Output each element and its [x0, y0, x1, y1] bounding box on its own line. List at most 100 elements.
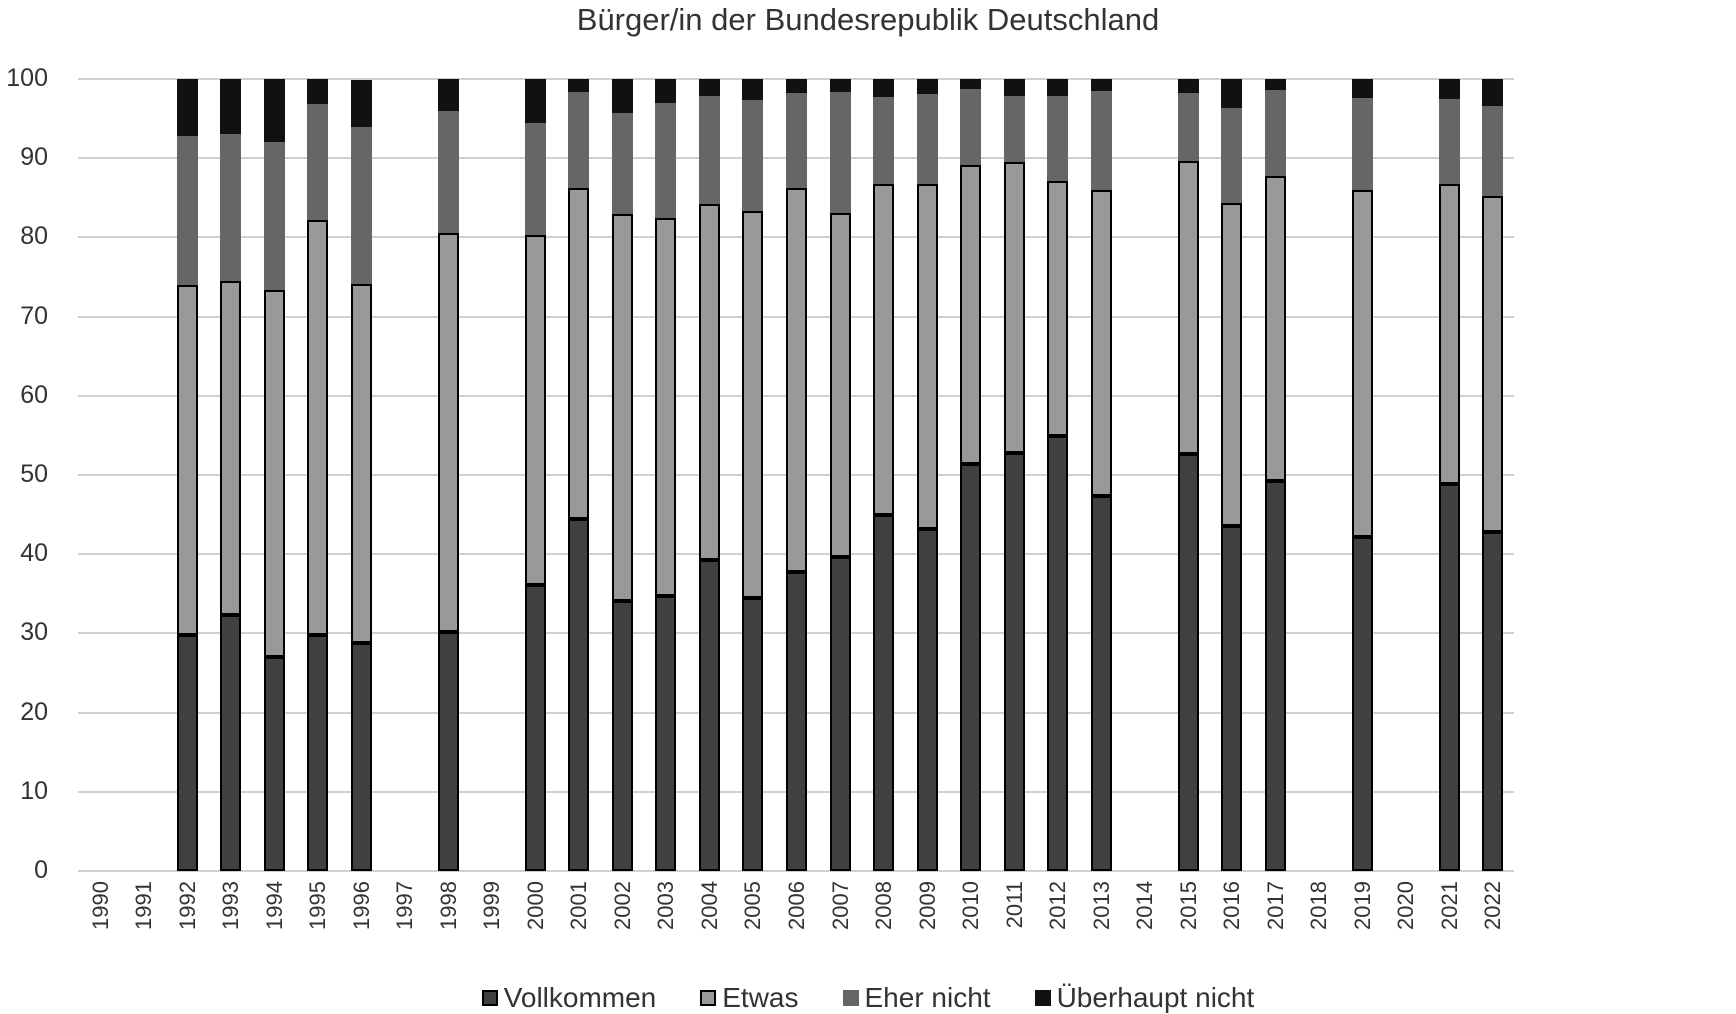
- bar-segment: [916, 94, 938, 184]
- x-tick-label: 2020: [1393, 881, 1419, 930]
- bar-segment: [742, 100, 764, 212]
- bar-segment: [786, 188, 807, 572]
- bar-segment: [524, 123, 546, 236]
- bar-segment: [611, 600, 633, 871]
- x-tick-label: 2005: [740, 881, 766, 930]
- x-tick-label: 2014: [1132, 881, 1158, 930]
- bar-segment: [220, 134, 242, 281]
- bar-segment: [568, 79, 590, 93]
- bar-segment: [524, 79, 546, 124]
- x-tick-label: 2015: [1175, 881, 1201, 930]
- bar-2012: [1047, 79, 1069, 871]
- bar-segment: [1351, 189, 1373, 537]
- bar-segment: [1090, 79, 1112, 91]
- bar-segment: [263, 79, 285, 143]
- legend-swatch: [1034, 990, 1051, 1006]
- bar-segment: [611, 214, 633, 601]
- bar-2013: [1090, 79, 1112, 871]
- bar-2021: [1438, 79, 1460, 871]
- bar-segment: [307, 79, 329, 105]
- x-tick-label: 1996: [348, 881, 374, 930]
- gridline: [78, 870, 1514, 872]
- bar-2011: [1003, 79, 1025, 871]
- bar-2000: [524, 79, 546, 871]
- bar-segment: [698, 204, 720, 560]
- bar-segment: [307, 219, 329, 635]
- x-tick-label: 1990: [87, 881, 113, 930]
- bar-segment: [437, 631, 459, 871]
- bar-segment: [1047, 436, 1069, 871]
- bar-segment: [307, 104, 329, 220]
- x-tick-label: 1999: [479, 881, 505, 930]
- chart-title: Bürger/in der Bundesrepublik Deutschland: [576, 2, 1160, 37]
- bar-segment: [176, 634, 198, 871]
- bar-segment: [1264, 90, 1286, 176]
- bar-segment: [1003, 452, 1025, 871]
- bar-segment: [176, 79, 198, 137]
- bar-segment: [568, 92, 590, 188]
- bar-2009: [916, 79, 938, 871]
- bar-2002: [611, 79, 633, 871]
- bar-2016: [1221, 79, 1243, 871]
- y-tick-label: 40: [20, 539, 48, 568]
- y-tick-label: 20: [20, 697, 48, 726]
- bar-segment: [1482, 532, 1504, 871]
- bar-segment: [350, 79, 372, 127]
- bar-segment: [960, 89, 982, 165]
- bar-segment: [829, 92, 851, 213]
- bar-segment: [960, 463, 982, 871]
- bar-segment: [568, 187, 590, 519]
- bar-1996: [350, 79, 372, 871]
- bar-segment: [1438, 79, 1460, 99]
- bar-segment: [1482, 79, 1504, 106]
- bar-segment: [220, 280, 242, 616]
- x-tick-label: 2002: [609, 881, 635, 930]
- x-tick-label: 2000: [522, 881, 548, 930]
- bar-1992: [176, 79, 198, 871]
- bar-segment: [916, 528, 938, 871]
- x-tick-label: 2017: [1262, 881, 1288, 930]
- bar-segment: [960, 79, 982, 90]
- bar-segment: [1221, 108, 1243, 204]
- bar-2005: [742, 79, 764, 871]
- bar-segment: [1047, 96, 1069, 182]
- bar-2010: [960, 79, 982, 871]
- bar-segment: [1351, 536, 1373, 871]
- legend-swatch: [481, 990, 498, 1006]
- x-tick-label: 1992: [174, 881, 200, 930]
- bar-segment: [437, 111, 459, 233]
- bar-segment: [1047, 79, 1069, 97]
- legend-label: Überhaupt nicht: [1056, 982, 1255, 1013]
- bar-segment: [1090, 496, 1112, 871]
- bar-segment: [437, 79, 459, 112]
- x-tick-label: 2009: [914, 881, 940, 930]
- bar-segment: [1351, 79, 1373, 99]
- bar-segment: [829, 556, 851, 871]
- y-tick-label: 70: [20, 301, 48, 330]
- bar-segment: [350, 284, 372, 643]
- gridline: [78, 78, 1514, 80]
- bar-segment: [655, 217, 677, 597]
- bar-segment: [220, 615, 242, 871]
- x-tick-label: 2004: [696, 881, 722, 930]
- x-tick-label: 2019: [1349, 881, 1375, 930]
- bar-segment: [1264, 481, 1286, 871]
- bar-segment: [1438, 98, 1460, 184]
- bar-segment: [873, 97, 895, 184]
- bar-segment: [1177, 161, 1199, 454]
- bar-segment: [1221, 525, 1243, 871]
- bar-segment: [307, 634, 329, 871]
- bar-2003: [655, 79, 677, 871]
- x-tick-label: 1998: [435, 881, 461, 930]
- x-tick-label: 2006: [784, 881, 809, 930]
- legend-item-ueberhaupt-nicht: Überhaupt nicht: [1034, 982, 1255, 1014]
- bar-segment: [524, 585, 546, 871]
- bar-segment: [1264, 175, 1286, 482]
- y-tick-label: 30: [20, 618, 48, 647]
- x-tick-label: 2018: [1306, 881, 1332, 930]
- y-tick-label: 100: [6, 64, 48, 92]
- bar-segment: [1482, 196, 1504, 533]
- bar-segment: [916, 183, 938, 529]
- bar-segment: [1438, 483, 1460, 871]
- bar-segment: [524, 235, 546, 586]
